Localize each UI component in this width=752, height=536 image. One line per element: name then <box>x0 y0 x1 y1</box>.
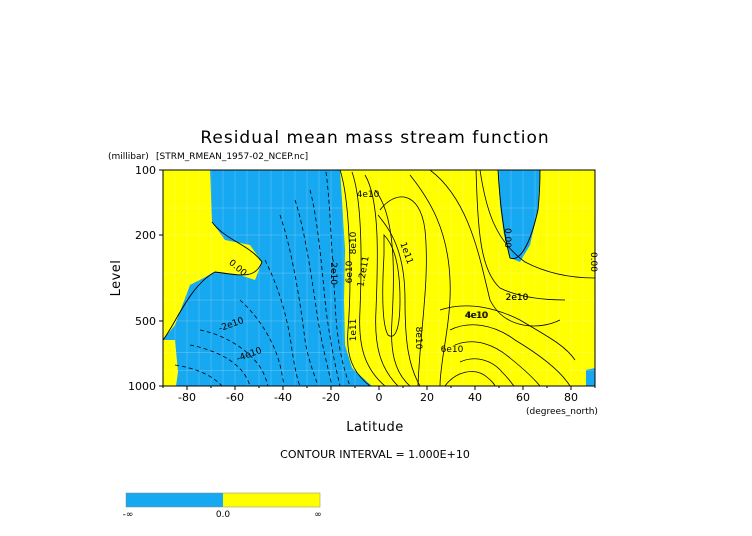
x-axis-label: Latitude <box>346 420 404 435</box>
negative-sliver-east <box>586 368 595 386</box>
x-units-label: (degrees_north) <box>526 407 598 417</box>
y-units-label: (millibar) <box>108 152 149 162</box>
x-tick-label: 60 <box>516 391 530 404</box>
contour-label: 4e10 <box>466 311 489 321</box>
contour-line-positive <box>364 174 399 386</box>
y-axis-ticks: 100 200 500 1000 <box>128 164 163 393</box>
contour-line-positive <box>379 196 427 386</box>
contour-line-positive <box>475 170 566 301</box>
contour-line-negative <box>199 329 269 386</box>
contour-label: 4e10 <box>357 190 380 200</box>
contour-label: 6e10 <box>345 260 355 283</box>
colorbar: -∞ 0.0 ∞ <box>123 492 322 520</box>
y-axis-label: Level <box>109 260 124 297</box>
contour-line-negative <box>294 199 333 386</box>
colorbar-label-zero: 0.0 <box>216 510 231 520</box>
contour-label: 2e10 <box>506 293 529 303</box>
y-tick-label: 200 <box>135 229 156 242</box>
x-tick-label: -80 <box>178 391 196 404</box>
colorbar-label-max: ∞ <box>314 510 322 520</box>
contour-lines <box>163 170 595 386</box>
contour-label: 0.00 <box>588 252 598 272</box>
x-tick-label: -20 <box>322 391 340 404</box>
contour-label: 2e10 <box>506 293 529 303</box>
contour-label: 4e10 <box>465 311 488 321</box>
contour-line-positive <box>374 189 411 386</box>
contour-label: 1e11 <box>349 319 359 342</box>
contour-label: 8e10 <box>413 327 423 350</box>
colorbar-negative <box>126 493 223 507</box>
contour-line-negative <box>239 299 285 386</box>
x-axis-ticks: -80 -60 -40 -20 0 20 40 60 80 <box>162 386 596 404</box>
contour-label: 6e10 <box>441 345 464 355</box>
contour-line-negative <box>189 344 251 386</box>
colorbar-positive <box>223 493 320 507</box>
contour-line-positive <box>439 305 576 361</box>
contour-line-positive <box>454 341 541 386</box>
contour-line-positive <box>409 174 451 386</box>
x-tick-label: 0 <box>376 391 383 404</box>
x-tick-label: -60 <box>226 391 244 404</box>
y-tick-label: 1000 <box>128 380 156 393</box>
contour-line-positive <box>377 214 421 386</box>
contour-line-positive <box>449 324 571 386</box>
grid <box>163 170 595 386</box>
contour-line-positive <box>444 371 496 386</box>
contour-line-positive <box>429 170 561 327</box>
positive-patch-southwest <box>163 340 178 386</box>
contour-line-negative <box>309 189 341 386</box>
contour-line-positive <box>382 234 401 337</box>
x-tick-label: 80 <box>564 391 578 404</box>
contour-label: 8e10 <box>349 231 359 254</box>
subtitle: [STRM_RMEAN_1957-02_NCEP.nc] <box>156 152 308 162</box>
colorbar-label-min: -∞ <box>123 510 134 520</box>
x-tick-label: 40 <box>468 391 482 404</box>
x-tick-label: -40 <box>274 391 292 404</box>
contour-line-zero <box>497 170 541 260</box>
plot-area <box>163 170 595 386</box>
y-tick-label: 500 <box>135 315 156 328</box>
contour-line-negative <box>279 214 319 386</box>
contour-line-negative <box>325 171 351 386</box>
x-tick-label: 20 <box>420 391 434 404</box>
contour-line-positive <box>339 170 371 386</box>
chart-title: Residual mean mass stream function <box>200 128 549 148</box>
contour-line-positive <box>459 358 515 386</box>
contour-interval-text: CONTOUR INTERVAL = 1.000E+10 <box>280 448 470 461</box>
contour-line-negative <box>264 259 301 386</box>
contour-label: -2e10 <box>328 259 338 285</box>
contour-label: 0.00 <box>502 228 512 248</box>
y-tick-label: 100 <box>135 164 156 177</box>
contour-line-positive <box>479 170 595 279</box>
contour-line-zero <box>163 221 263 341</box>
contour-line-negative <box>174 364 223 386</box>
contour-line-positive <box>351 171 386 386</box>
